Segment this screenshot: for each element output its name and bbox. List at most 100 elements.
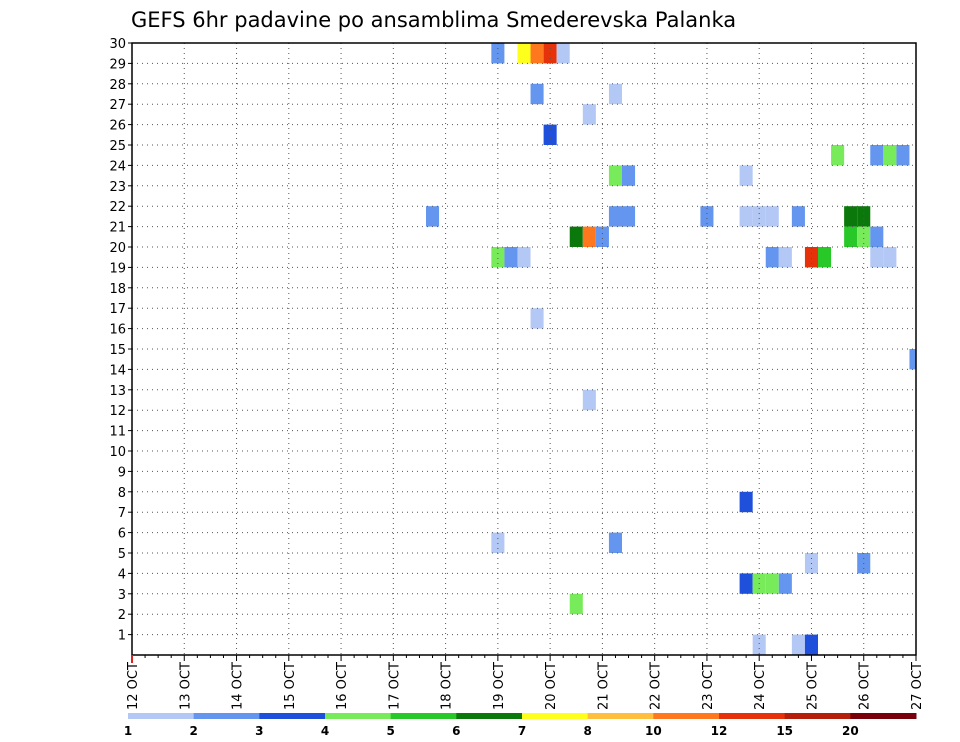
precip-cell	[739, 573, 753, 594]
legend-label: 15	[776, 724, 793, 738]
precip-cell	[608, 206, 622, 227]
precip-cell	[791, 206, 805, 227]
y-tick-label: 3	[118, 588, 126, 603]
x-axis-ticks: 12 OCT 13 OCT 14 OCT 15 OCT 16 OCT 17 OCT 18 O…	[126, 655, 925, 710]
precip-cell	[582, 389, 596, 411]
legend-label: 4	[321, 724, 329, 738]
x-tick-label: 18 OCT	[440, 662, 455, 710]
precip-cell	[543, 124, 557, 145]
precip-cell	[870, 226, 884, 247]
y-tick-label: 24	[109, 159, 126, 174]
y-tick-label: 2	[118, 608, 126, 623]
y-tick-label: 17	[109, 302, 126, 317]
x-tick-label: 23 OCT	[701, 662, 716, 710]
legend-swatch	[784, 713, 851, 719]
x-tick-label: 22 OCT	[649, 662, 664, 710]
y-tick-label: 21	[109, 221, 126, 236]
precip-cell	[752, 206, 766, 227]
y-tick-label: 27	[109, 98, 126, 113]
legend-swatch	[193, 713, 260, 719]
precip-cell	[844, 226, 858, 247]
y-tick-label: 9	[118, 465, 126, 480]
precip-cell	[622, 206, 636, 227]
x-tick-label: 26 OCT	[858, 662, 873, 710]
legend-label: 5	[386, 724, 394, 738]
x-tick-label: 17 OCT	[387, 662, 402, 710]
precip-cell	[883, 247, 897, 268]
precip-cell	[569, 226, 583, 247]
precip-cell	[909, 349, 916, 370]
precip-cell	[530, 83, 544, 105]
legend-label: 1	[124, 724, 132, 738]
y-tick-label: 30	[109, 37, 126, 52]
legend-label: 3	[255, 724, 263, 738]
legend-swatch	[259, 713, 326, 719]
precip-cell	[765, 573, 779, 594]
y-tick-label: 22	[109, 200, 126, 215]
precip-cell	[556, 43, 570, 64]
x-tick-label: 20 OCT	[544, 662, 559, 710]
precip-cell	[778, 247, 792, 268]
precip-cell	[831, 145, 845, 166]
legend-label: 8	[583, 724, 591, 738]
precip-cell	[491, 532, 505, 553]
legend-label: 12	[711, 724, 728, 738]
precip-cell	[517, 247, 531, 268]
precip-cell	[530, 308, 544, 329]
y-tick-label: 15	[109, 343, 126, 358]
precip-cell	[622, 165, 636, 186]
y-tick-label: 4	[118, 567, 126, 582]
legend-swatch	[719, 713, 786, 719]
x-tick-label: 21 OCT	[596, 662, 611, 710]
precip-cell	[765, 247, 779, 268]
y-tick-label: 16	[109, 323, 126, 338]
precip-cell	[739, 165, 753, 186]
y-tick-label: 28	[109, 78, 126, 93]
legend-label: 2	[189, 724, 197, 738]
precip-cell	[530, 43, 544, 64]
y-tick-label: 7	[118, 506, 126, 521]
precip-cell	[778, 573, 792, 594]
y-tick-label: 18	[109, 282, 126, 297]
legend-swatch	[850, 713, 917, 719]
precip-cell	[818, 247, 832, 268]
y-tick-label: 11	[109, 425, 126, 440]
precip-cell	[608, 83, 622, 105]
x-tick-label: 15 OCT	[283, 662, 298, 710]
precip-cell	[426, 206, 440, 227]
precip-cell	[582, 104, 596, 125]
y-tick-label: 29	[109, 57, 126, 72]
precip-cell	[870, 247, 884, 268]
precip-cell	[804, 247, 818, 268]
precip-cell	[896, 145, 910, 166]
precip-cell	[700, 206, 714, 227]
y-tick-label: 23	[109, 180, 126, 195]
x-tick-label: 13 OCT	[178, 662, 193, 710]
precip-cell	[739, 206, 753, 227]
y-tick-label: 13	[109, 384, 126, 399]
precip-cell	[608, 165, 622, 186]
color-legend: 1 2 3 4 5 6 7 8 10 12 15 20	[124, 713, 917, 738]
chart-title: GEFS 6hr padavine po ansamblima Smederev…	[131, 8, 736, 32]
y-axis-ticks: 1234567891011121314151617181920212223242…	[109, 37, 132, 644]
precip-cell	[857, 226, 871, 247]
y-tick-label: 25	[109, 139, 126, 154]
precip-cell	[804, 634, 818, 655]
grid-lines	[132, 43, 916, 655]
y-tick-label: 8	[118, 486, 126, 501]
y-tick-label: 1	[118, 629, 126, 644]
legend-swatch	[128, 713, 195, 719]
precip-cell	[870, 145, 884, 166]
legend-swatch	[325, 713, 392, 719]
legend-swatch	[456, 713, 523, 719]
y-tick-label: 10	[109, 445, 126, 460]
precip-cell	[739, 491, 753, 513]
legend-label: 20	[842, 724, 859, 738]
x-tick-label: 12 OCT	[126, 662, 141, 710]
y-tick-label: 20	[109, 241, 126, 256]
x-tick-label: 14 OCT	[231, 662, 246, 710]
precip-cell	[791, 634, 805, 655]
y-tick-label: 14	[109, 363, 126, 378]
precip-cell	[883, 145, 897, 166]
